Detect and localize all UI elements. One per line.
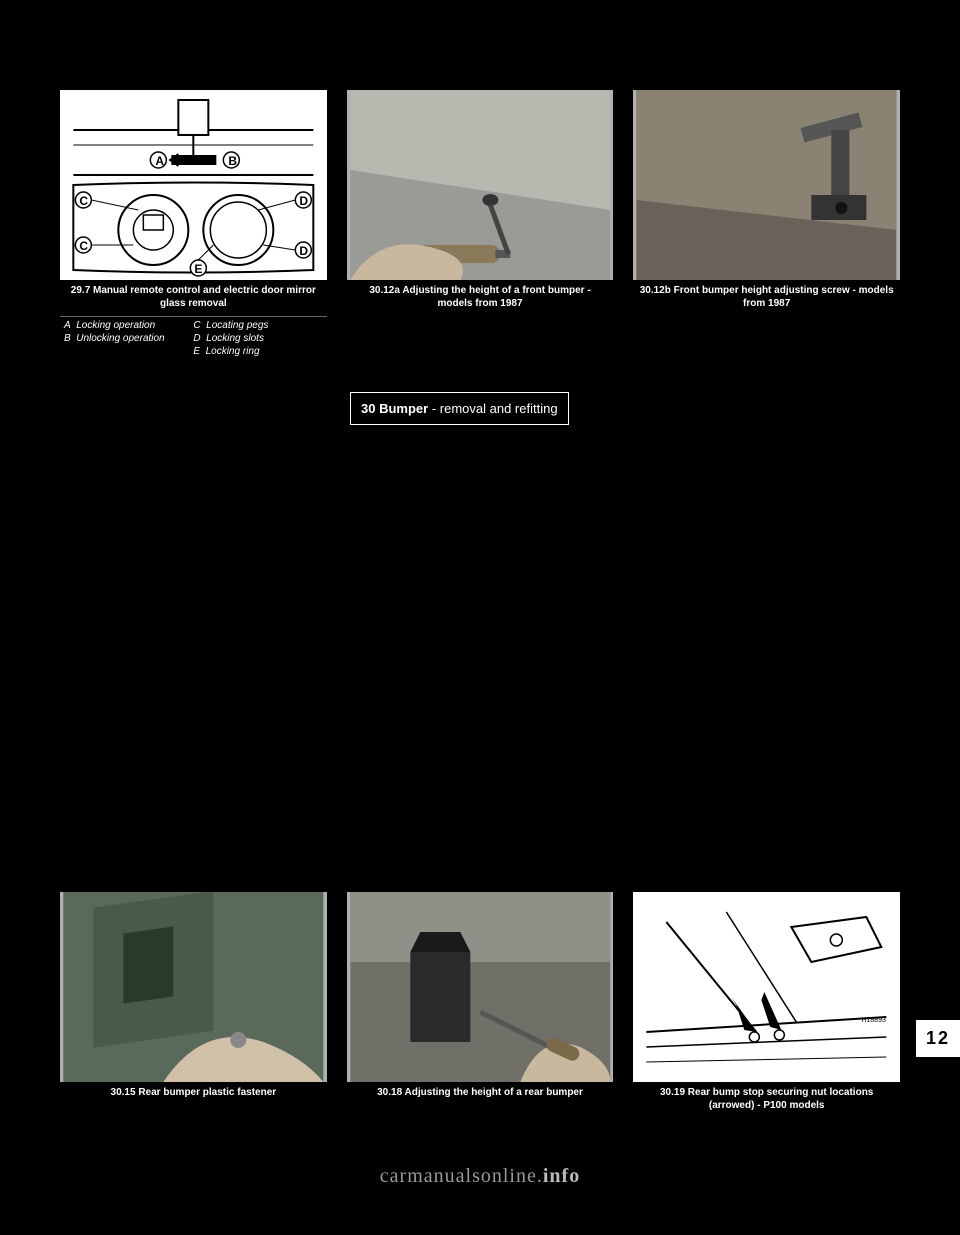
figure-30-18: 30.18 Adjusting the height of a rear bum… (347, 892, 614, 1118)
figure-30-12a-caption: 30.12a Adjusting the height of a front b… (347, 280, 614, 316)
legend-item: C Locating pegs (193, 319, 322, 332)
legend-text: Locking operation (76, 320, 155, 331)
legend-letter: B (64, 333, 71, 344)
section-heading-wrap: 30 Bumper - removal and refitting (350, 362, 569, 425)
figure-30-12a: 30.12a Adjusting the height of a front b… (347, 90, 614, 362)
section-heading: 30 Bumper - removal and refitting (350, 392, 569, 425)
figure-30-19: H18893 30.19 Rear bump stop securing nut… (633, 892, 900, 1118)
figure-30-15-image (60, 892, 327, 1082)
bottom-figure-row: 30.15 Rear bumper plastic fastener 30.18… (60, 892, 900, 1118)
legend-letter: A (64, 320, 71, 331)
figure-30-19-image: H18893 (633, 892, 900, 1082)
section-title: Bumper (379, 401, 428, 416)
legend-letter: C (193, 320, 200, 331)
figure-30-12b-image (633, 90, 900, 280)
legend-letter: E (193, 346, 200, 357)
svg-text:C: C (79, 194, 88, 208)
figure-30-19-caption: 30.19 Rear bump stop securing nut locati… (633, 1082, 900, 1118)
svg-text:D: D (299, 194, 308, 208)
section-number: 30 (361, 401, 375, 416)
svg-text:D: D (299, 244, 308, 258)
page-number-tab: 12 (916, 1020, 960, 1057)
figure-30-18-image (347, 892, 614, 1082)
legend-text: Locking slots (206, 333, 264, 344)
figure-30-15: 30.15 Rear bumper plastic fastener (60, 892, 327, 1118)
page-container: A B C (0, 0, 960, 1138)
legend-col-left: A Locking operation B Unlocking operatio… (64, 319, 193, 358)
figure-29-7-legend: A Locking operation B Unlocking operatio… (60, 316, 327, 362)
svg-text:C: C (79, 239, 88, 253)
legend-item: A Locking operation (64, 319, 193, 332)
watermark-suffix: info (543, 1165, 580, 1187)
figure-29-7-image: A B C (60, 90, 327, 280)
legend-item: B Unlocking operation (64, 332, 193, 345)
legend-text: Locating pegs (206, 320, 268, 331)
figure-30-12b: 30.12b Front bumper height adjusting scr… (633, 90, 900, 362)
section-subtitle: - removal and refitting (428, 401, 557, 416)
figure-29-7-caption: 29.7 Manual remote control and electric … (60, 280, 327, 316)
legend-text: Unlocking operation (76, 333, 164, 344)
watermark: carmanualsonline.info (0, 1165, 960, 1188)
svg-text:H18893: H18893 (862, 1017, 887, 1024)
figure-29-7: A B C (60, 90, 327, 362)
legend-col-right: C Locating pegs D Locking slots E Lockin… (193, 319, 322, 358)
figure-30-15-caption: 30.15 Rear bumper plastic fastener (60, 1082, 327, 1105)
legend-text: Locking ring (206, 346, 260, 357)
figure-30-12a-image (347, 90, 614, 280)
svg-text:E: E (194, 262, 202, 276)
top-figure-row: A B C (60, 90, 900, 362)
figure-30-12b-caption: 30.12b Front bumper height adjusting scr… (633, 280, 900, 316)
legend-item: E Locking ring (193, 345, 322, 358)
figure-30-18-caption: 30.18 Adjusting the height of a rear bum… (347, 1082, 614, 1105)
watermark-prefix: carmanualsonline. (380, 1165, 543, 1187)
legend-item: D Locking slots (193, 332, 322, 345)
legend-letter: D (193, 333, 200, 344)
